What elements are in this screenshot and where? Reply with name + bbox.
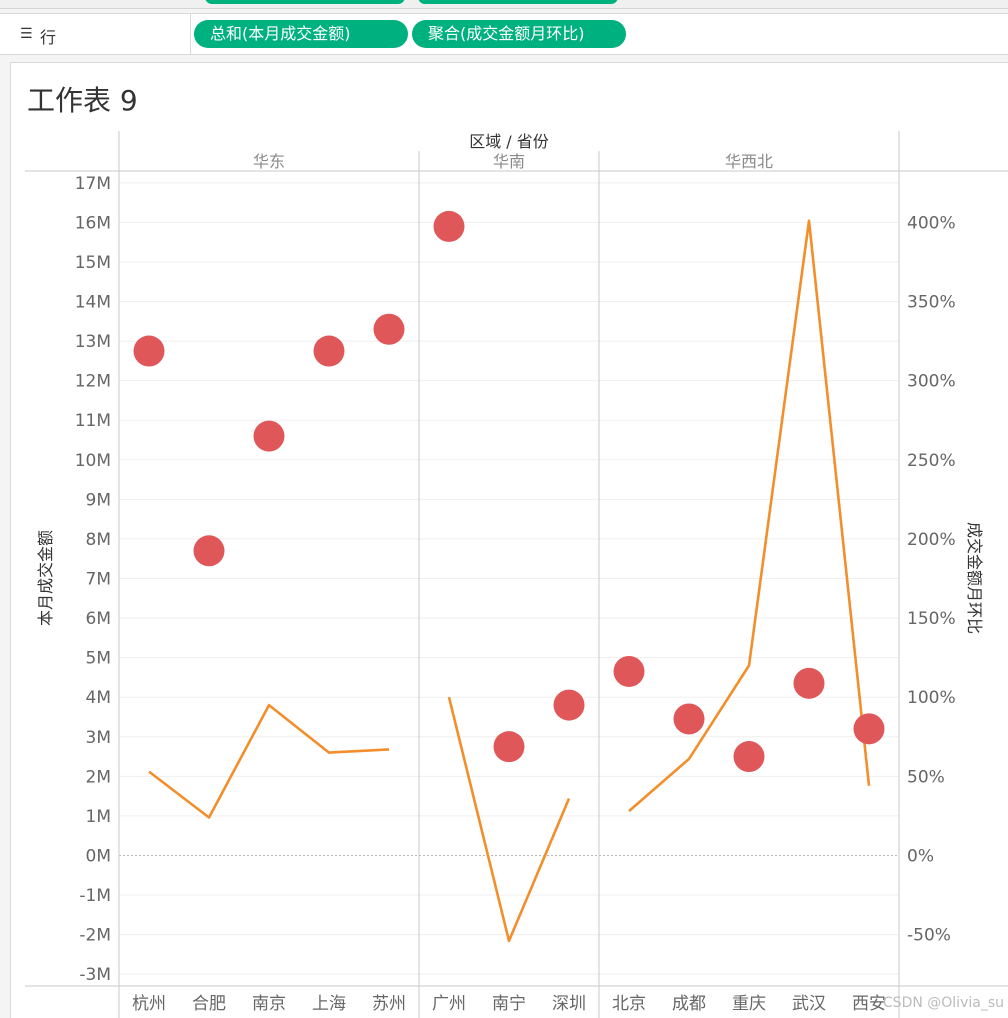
sheet-title: 工作表 9 (27, 84, 138, 117)
rows-shelf: ☰ 行 总和(本月成交金额) 聚合(成交金额月环比) (0, 13, 1008, 55)
left-tick-label: 10M (75, 451, 111, 471)
right-tick-label: 150% (907, 609, 956, 629)
columns-pill-1[interactable] (205, 0, 405, 4)
list-icon: ☰ (20, 26, 33, 42)
left-tick-label: 3M (86, 728, 111, 748)
left-tick-label: 5M (86, 649, 111, 669)
amount-point (433, 210, 465, 242)
left-tick-label: -1M (79, 886, 111, 906)
x-tick-label: 武汉 (792, 994, 826, 1014)
x-tick-label: 南宁 (492, 994, 526, 1014)
left-tick-label: 9M (86, 490, 111, 510)
mom-ratio-line (628, 219, 871, 813)
rows-shelf-label-cell: ☰ 行 (10, 14, 191, 54)
amount-point (613, 655, 645, 687)
amount-point (493, 731, 525, 763)
worksheet: 工作表 9 区域 / 省份华东杭州 合肥 南京 上海 苏州 华南广州 南宁 深圳 华西北北京 成都… (10, 62, 1008, 1018)
right-tick-label: -50% (907, 926, 951, 946)
mom-ratio-line (447, 696, 571, 943)
x-tick-label: 北京 (612, 994, 646, 1014)
left-tick-label: -3M (79, 965, 111, 985)
x-tick-label: 南京 (252, 994, 286, 1014)
right-tick-label: 100% (907, 688, 956, 708)
rows-pill-sum-amount[interactable]: 总和(本月成交金额) (194, 20, 408, 48)
amount-point (193, 535, 225, 567)
amount-point (373, 313, 405, 345)
left-tick-label: 14M (75, 293, 111, 313)
region-header: 华西北 (725, 152, 773, 171)
right-tick-label: 300% (907, 372, 956, 392)
x-tick-label: 上海 (312, 994, 346, 1014)
x-tick-label: 重庆 (732, 994, 766, 1014)
right-tick-label: 250% (907, 451, 956, 471)
left-tick-label: 0M (86, 846, 111, 866)
left-tick-label: 15M (75, 253, 111, 273)
x-tick-label: 合肥 (192, 994, 226, 1014)
amount-point (673, 703, 705, 735)
left-axis-title: 本月成交金额 (36, 530, 55, 626)
amount-point (733, 741, 765, 773)
left-tick-label: 7M (86, 570, 111, 590)
left-tick-label: 8M (86, 530, 111, 550)
right-tick-label: 50% (907, 767, 945, 787)
left-tick-label: 6M (86, 609, 111, 629)
left-tick-label: 11M (75, 411, 111, 431)
rows-shelf-label: 行 (40, 28, 57, 47)
x-tick-label: 西安 (852, 994, 886, 1014)
column-header-title: 区域 / 省份 (469, 132, 549, 151)
columns-shelf-strip (0, 0, 1008, 9)
amount-point (133, 335, 165, 367)
amount-point (553, 689, 585, 721)
amount-point (253, 420, 285, 452)
left-tick-label: 12M (75, 372, 111, 392)
x-tick-label: 杭州 (132, 994, 166, 1014)
x-tick-label: 成都 (672, 994, 706, 1014)
right-tick-label: 400% (907, 213, 956, 233)
amount-point (793, 667, 825, 699)
watermark: CSDN @Olivia_su (882, 995, 1004, 1011)
right-tick-label: 350% (907, 293, 956, 313)
left-tick-label: -2M (79, 926, 111, 946)
left-tick-label: 13M (75, 332, 111, 352)
rows-pill-mom-ratio[interactable]: 聚合(成交金额月环比) (412, 20, 626, 48)
right-tick-label: 200% (907, 530, 956, 550)
x-tick-label: 深圳 (552, 994, 586, 1014)
right-axis-title: 成交金额月环比 (965, 522, 984, 634)
left-tick-label: 1M (86, 807, 111, 827)
right-tick-label: 0% (907, 846, 934, 866)
left-tick-label: 4M (86, 688, 111, 708)
x-tick-label: 广州 (432, 994, 466, 1014)
x-tick-label: 苏州 (372, 994, 406, 1014)
mom-ratio-line (148, 703, 390, 819)
left-tick-label: 2M (86, 767, 111, 787)
left-tick-label: 17M (75, 174, 111, 194)
amount-point (853, 713, 885, 745)
region-header: 华东 (253, 152, 285, 171)
left-tick-label: 16M (75, 213, 111, 233)
columns-pill-2[interactable] (418, 0, 618, 4)
region-header: 华南 (493, 152, 525, 171)
amount-point (313, 335, 345, 367)
